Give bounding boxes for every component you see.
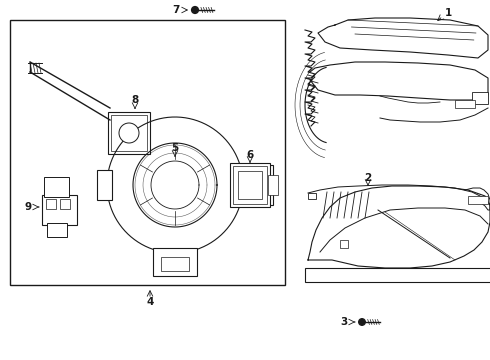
- Bar: [305, 268, 490, 282]
- Text: 1: 1: [444, 8, 452, 18]
- Text: 7: 7: [172, 5, 180, 15]
- Circle shape: [359, 319, 365, 325]
- Bar: [153, 248, 197, 276]
- Polygon shape: [308, 186, 490, 268]
- Bar: [455, 100, 475, 108]
- Bar: [10, 20, 285, 285]
- Polygon shape: [318, 18, 488, 58]
- Bar: [44, 177, 69, 197]
- Text: 3: 3: [341, 317, 348, 327]
- Text: 5: 5: [172, 143, 179, 153]
- Bar: [468, 196, 488, 204]
- Bar: [340, 240, 348, 248]
- Text: 2: 2: [365, 173, 371, 183]
- Polygon shape: [310, 62, 488, 100]
- Bar: [233, 166, 267, 204]
- Text: 6: 6: [246, 150, 254, 160]
- Bar: [248, 171, 268, 199]
- Bar: [238, 171, 262, 199]
- Circle shape: [192, 6, 198, 13]
- Text: 8: 8: [131, 95, 139, 105]
- Bar: [251, 175, 259, 183]
- Text: 4: 4: [147, 297, 154, 307]
- Bar: [60, 199, 70, 209]
- Bar: [308, 193, 316, 199]
- Circle shape: [119, 123, 139, 143]
- Bar: [230, 163, 270, 207]
- Bar: [238, 165, 273, 205]
- Polygon shape: [107, 117, 243, 253]
- Bar: [161, 257, 189, 271]
- Bar: [42, 195, 77, 225]
- Bar: [47, 223, 67, 237]
- Text: 9: 9: [25, 202, 32, 212]
- Bar: [472, 92, 488, 104]
- Bar: [46, 199, 56, 209]
- Bar: [111, 115, 147, 151]
- Bar: [251, 187, 259, 195]
- Bar: [268, 175, 278, 195]
- Bar: [108, 112, 150, 154]
- Bar: [97, 170, 112, 200]
